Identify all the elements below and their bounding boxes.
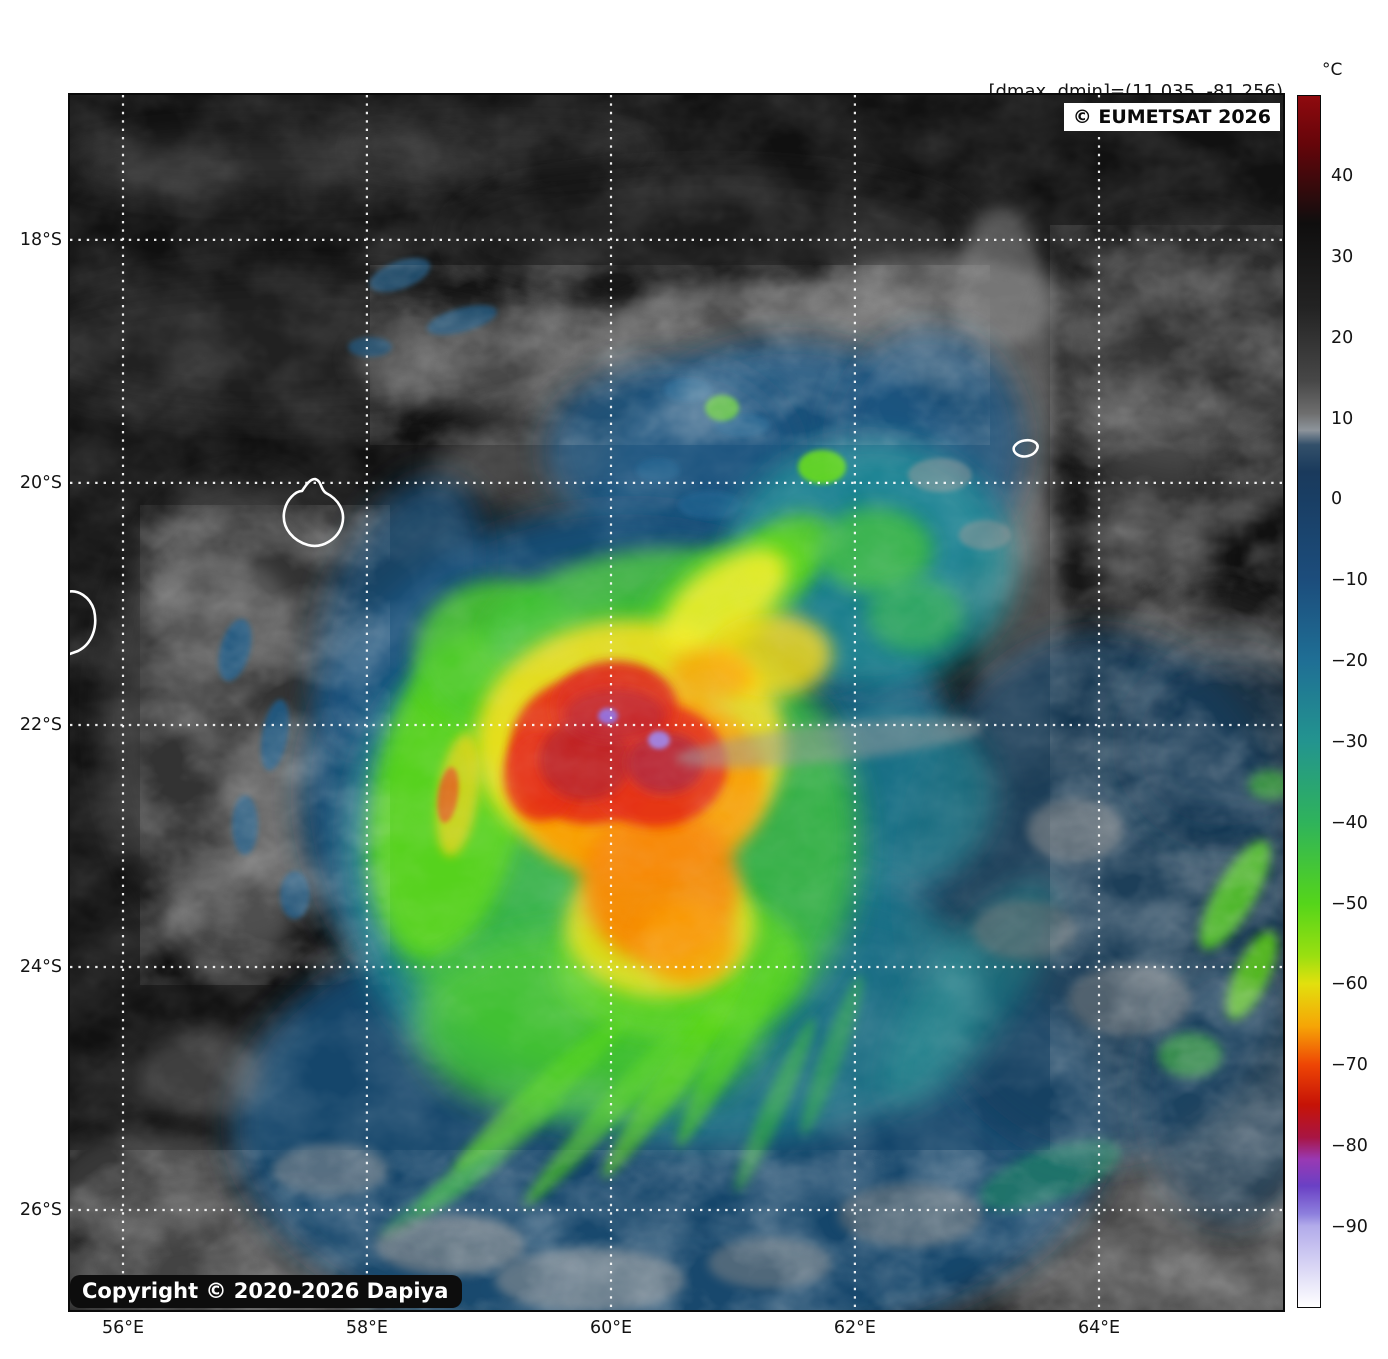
- lat-tick-label: 20°S: [19, 472, 62, 493]
- lat-tick-label: 22°S: [19, 714, 62, 735]
- colorbar-tick-label: −20: [1331, 651, 1368, 672]
- eumetsat-badge: © EUMETSAT 2026: [1063, 103, 1280, 131]
- satellite-image: [70, 95, 1283, 1310]
- colorbar-unit-label: °C: [1322, 60, 1343, 80]
- longitude-axis: 56°E 58°E 60°E 62°E 64°E: [70, 1318, 1283, 1348]
- lon-tick-label: 58°E: [345, 1318, 388, 1338]
- colorbar-tick-label: 0: [1331, 489, 1343, 510]
- colorbar-tick-label: −10: [1331, 570, 1368, 591]
- colorbar-tick-label: 40: [1331, 165, 1354, 186]
- latitude-axis: 18°S 20°S 22°S 24°S 26°S: [0, 95, 62, 1310]
- lat-lon-grid: [70, 95, 1283, 1310]
- colorbar-tick-label: 20: [1331, 327, 1354, 348]
- colorbar-tick-label: 10: [1331, 408, 1354, 429]
- colorbar-gradient: [1297, 95, 1321, 1308]
- lon-tick-label: 64°E: [1077, 1318, 1121, 1338]
- colorbar-tick-label: −30: [1331, 731, 1368, 752]
- colorbar-tick-label: −80: [1331, 1136, 1368, 1157]
- lat-tick-label: 26°S: [19, 1200, 62, 1220]
- colorbar-tick-label: −50: [1331, 893, 1368, 914]
- colorbar-tick-label: −60: [1331, 974, 1368, 995]
- colorbar-ticks: 40 30 20 10 0 −10 −20 −30 −40 −50 −60 −70 −80 −90: [1331, 95, 1381, 1308]
- lon-tick-label: 60°E: [589, 1318, 633, 1338]
- lat-tick-label: 18°S: [19, 229, 62, 250]
- copyright-badge: Copyright © 2020-2026 Dapiya: [70, 1275, 463, 1308]
- lon-tick-label: 62°E: [833, 1318, 876, 1338]
- colorbar-tick-label: 30: [1331, 246, 1354, 267]
- map-panel: © EUMETSAT 2026 Copyright © 2020-2026 Da…: [68, 93, 1285, 1312]
- lon-tick-label: 56°E: [101, 1318, 145, 1338]
- island-outlines: [70, 438, 1039, 656]
- reunion-outline: [70, 590, 97, 656]
- lat-tick-label: 24°S: [19, 957, 62, 977]
- colorbar-tick-label: −90: [1331, 1217, 1368, 1238]
- mauritius-outline: [282, 477, 345, 548]
- colorbar-tick-label: −70: [1331, 1055, 1368, 1076]
- rodrigues-outline: [1012, 438, 1039, 458]
- colorbar-tick-label: −40: [1331, 812, 1368, 833]
